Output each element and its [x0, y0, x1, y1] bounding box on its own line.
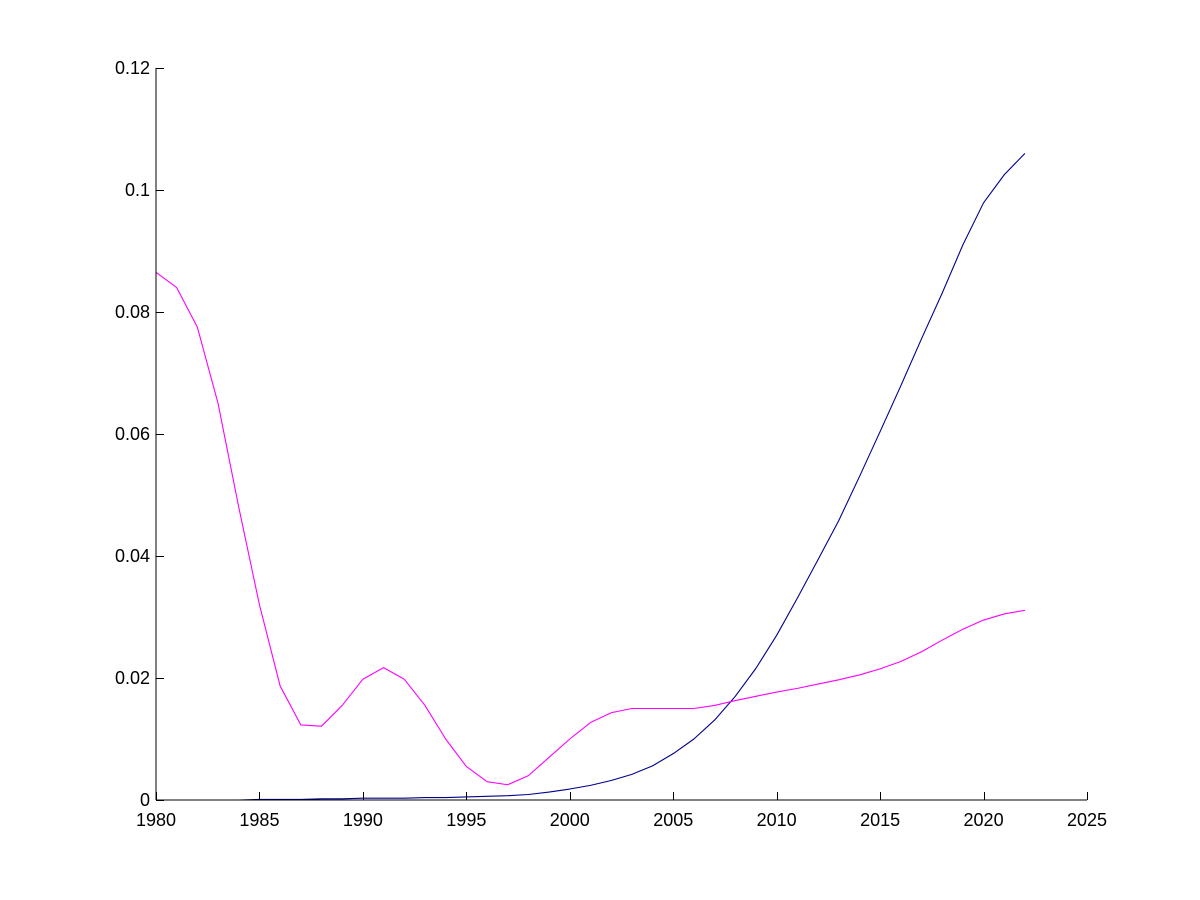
- series-line-2: [155, 271, 1026, 786]
- y-tick-label: 0.04: [115, 546, 150, 566]
- y-tick-label: 0.12: [115, 58, 150, 78]
- series-line-1: [156, 153, 1026, 801]
- y-tick-label: 0.1: [125, 180, 150, 200]
- x-tick-label: 2005: [653, 810, 693, 830]
- axes-layer: 1980 1985 1990 1995 2000 2005 2010 2015 2020 2025…: [115, 58, 1107, 830]
- y-tick-label: 0.02: [115, 668, 150, 688]
- x-tick-label: 2000: [550, 810, 590, 830]
- y-tick-label: 0.06: [115, 424, 150, 444]
- x-tick-label: 2025: [1067, 810, 1107, 830]
- x-tick-label: 2010: [757, 810, 797, 830]
- x-tick-label: 1980: [136, 810, 176, 830]
- x-tick-label: 1985: [239, 810, 279, 830]
- x-tick-label: 2015: [860, 810, 900, 830]
- series-layer: [155, 153, 1026, 801]
- x-tick-label: 2020: [964, 810, 1004, 830]
- y-tick-label: 0: [140, 790, 150, 810]
- y-tick-label: 0.08: [115, 302, 150, 322]
- x-tick-label: 1990: [343, 810, 383, 830]
- x-tick-label: 1995: [446, 810, 486, 830]
